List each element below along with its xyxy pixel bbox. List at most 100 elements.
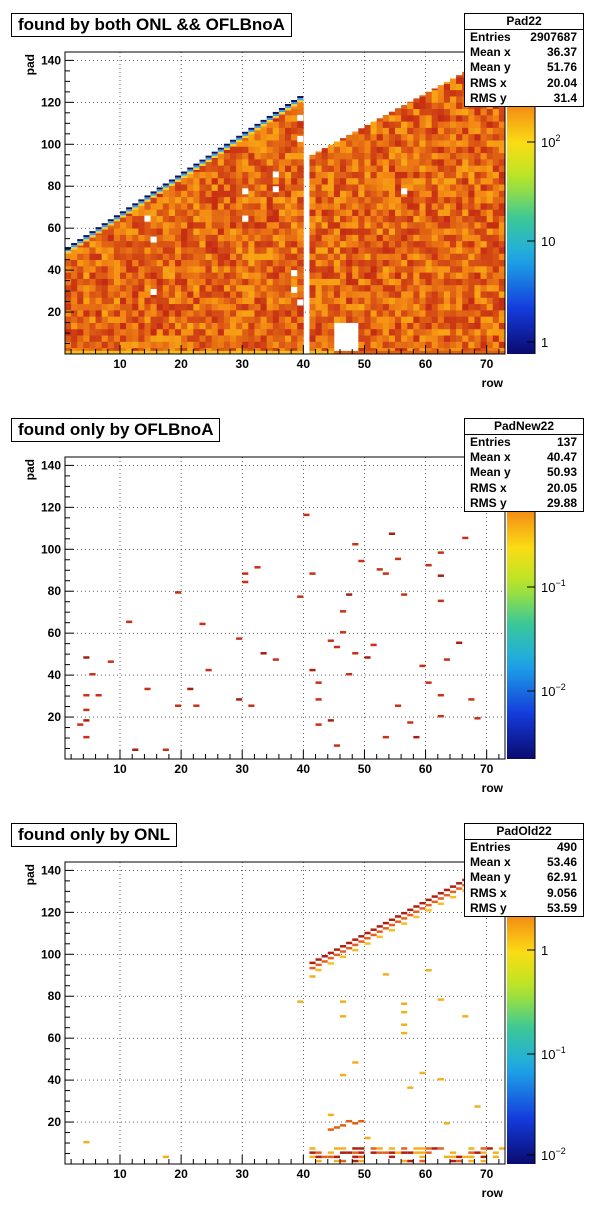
x-tick-label: 10 [113,762,127,776]
edge-cell [340,955,347,959]
stats-row: Entries 490 [470,840,577,854]
edge-cell [437,892,444,895]
stats-row: Mean y 51.76 [470,60,577,75]
edge-cell [321,960,328,963]
data-cell [315,681,322,684]
heatmap-column [407,101,414,355]
heatmap-column [260,119,268,355]
data-cell [272,658,279,661]
histogram-panel-1: 10 20 30 40 50 60 70 20 40 60 80 100 120 140 row pad 102… [0,0,600,405]
edge-cell [358,935,365,938]
heatmap-column [327,144,335,355]
edge-cell [340,945,347,948]
cluster-cell [358,1119,365,1123]
stats-row: Entries 2907687 [470,30,577,44]
data-cell [443,658,450,661]
y-tick-label: 40 [48,263,62,277]
band-cell [456,1159,463,1163]
empty-cell [291,286,298,293]
palette-tick-label: 1 [541,943,548,958]
x-tick-label: 70 [480,1167,494,1181]
data-cell [370,643,377,647]
data-cell [162,1155,169,1159]
x-tick-label: 30 [236,1167,250,1181]
edge-cell [321,954,328,958]
data-cell [346,673,353,676]
data-cell [407,1086,414,1089]
heatmap-column [285,103,292,355]
data-cell [83,1140,90,1144]
empty-cell [297,299,304,306]
data-cell [401,1010,408,1014]
band-cell [340,1159,347,1163]
edge-cell [401,922,408,925]
data-cell [352,652,359,655]
data-cell [242,572,249,575]
band-cell [327,1155,334,1159]
edge-cell [456,887,463,890]
x-tick-label: 40 [297,762,311,776]
edge-cell [413,910,420,914]
y-tick-label: 20 [48,305,62,319]
edge-cell [419,907,426,910]
data-cell [474,1105,481,1108]
data-cell [340,1015,347,1018]
edge-cell [327,962,334,965]
heatmap-column [382,114,390,355]
heatmap-column [315,151,323,355]
edge-cell [450,895,457,899]
heatmap-column [388,111,396,355]
data-cell [327,639,334,642]
heatmap-column [107,219,115,355]
edge-cell [413,915,420,919]
heatmap-column [71,243,78,355]
x-tick-label: 40 [297,1167,311,1181]
edge-cell [376,935,383,939]
heatmap-column [77,239,84,355]
y-tick-label: 140 [41,458,61,472]
data-cell [83,693,90,697]
data-cell [352,542,359,546]
empty-cell [297,135,304,142]
heatmap-column [395,108,402,355]
data-cell [401,1023,408,1026]
data-cell [175,704,182,707]
heatmap-column [278,107,286,355]
data-cell [437,714,444,718]
data-cell [199,622,206,626]
heatmap-column [431,88,439,355]
y-tick-label: 100 [41,947,61,961]
heatmap-column [248,127,255,355]
palette-tick-label: 10−2 [541,682,566,699]
heatmap-column [291,100,298,355]
heatmap-column [419,95,426,355]
heatmap-column [468,68,475,355]
band-cell [413,1151,420,1154]
band-cell [431,1147,438,1150]
edge-cell [425,898,432,902]
plot-frame [64,456,506,760]
band-cell [309,1155,316,1159]
data-cell [401,1031,408,1035]
data-cell [303,513,310,517]
heatmap-column [89,231,96,355]
stats-name: PadOld22 [465,824,583,840]
band-cell [395,1151,402,1154]
data-cell [260,652,267,655]
cluster-cell [340,1124,347,1127]
data-cell [327,1113,334,1117]
data-cell [425,563,432,567]
edge-cell [364,942,371,945]
heatmap-column [83,235,90,355]
edge-cell [443,888,450,892]
data-cell [352,1061,359,1064]
edge-cell [333,948,340,951]
edge-cell [333,953,340,957]
stats-row: RMS y 29.88 [470,495,577,510]
data-cell [193,704,200,707]
data-cell [346,593,353,596]
stats-row: RMS x 20.04 [470,75,577,90]
band-cell [309,1147,316,1150]
edge-cell [388,918,395,922]
